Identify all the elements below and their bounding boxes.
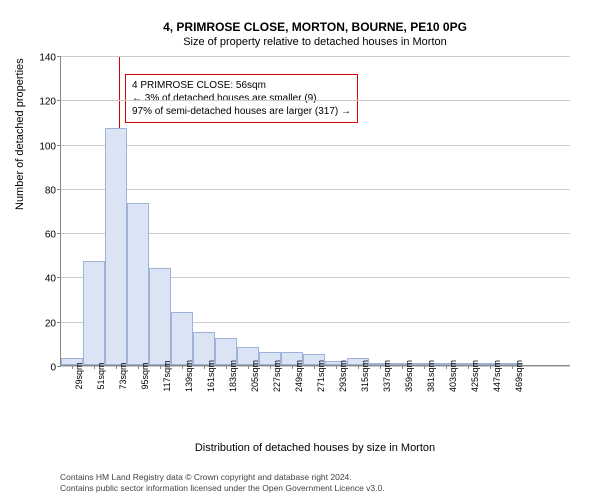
x-tick-mark: [138, 365, 139, 369]
histogram-bar: [127, 203, 149, 365]
grid-line: [61, 100, 570, 101]
x-tick-label: 95sqm: [140, 362, 150, 389]
x-tick-mark: [94, 365, 95, 369]
x-tick-label: 183sqm: [228, 360, 238, 392]
histogram-bar: [83, 261, 105, 365]
x-tick-label: 425sqm: [470, 360, 480, 392]
y-tick-mark: [57, 366, 61, 367]
x-tick-label: 359sqm: [404, 360, 414, 392]
y-tick-label: 120: [36, 97, 56, 108]
x-tick-label: 447sqm: [492, 360, 502, 392]
footer-line2: Contains public sector information licen…: [60, 483, 385, 494]
chart-subtitle: Size of property relative to detached ho…: [60, 36, 570, 48]
x-tick-label: 161sqm: [206, 360, 216, 392]
y-tick-mark: [57, 189, 61, 190]
x-tick-label: 381sqm: [426, 360, 436, 392]
x-tick-label: 29sqm: [74, 362, 84, 389]
x-tick-mark: [402, 365, 403, 369]
histogram-bar: [171, 312, 193, 365]
y-tick-mark: [57, 100, 61, 101]
x-tick-mark: [380, 365, 381, 369]
histogram-bar: [105, 128, 127, 365]
x-tick-mark: [204, 365, 205, 369]
x-tick-mark: [160, 365, 161, 369]
x-tick-mark: [116, 365, 117, 369]
y-tick-mark: [57, 277, 61, 278]
x-tick-mark: [314, 365, 315, 369]
y-tick-label: 100: [36, 141, 56, 152]
grid-line: [61, 145, 570, 146]
x-tick-label: 337sqm: [382, 360, 392, 392]
y-axis-label: Number of detached properties: [14, 58, 26, 210]
y-tick-label: 40: [36, 274, 56, 285]
x-tick-mark: [490, 365, 491, 369]
chart-title: 4, PRIMROSE CLOSE, MORTON, BOURNE, PE10 …: [60, 20, 570, 34]
x-tick-mark: [468, 365, 469, 369]
x-tick-mark: [248, 365, 249, 369]
y-tick-mark: [57, 322, 61, 323]
y-tick-label: 60: [36, 230, 56, 241]
x-tick-label: 73sqm: [118, 362, 128, 389]
x-tick-label: 271sqm: [316, 360, 326, 392]
x-tick-label: 139sqm: [184, 360, 194, 392]
annotation-line2: ← 3% of detached houses are smaller (9): [132, 92, 351, 105]
x-tick-mark: [292, 365, 293, 369]
x-tick-mark: [72, 365, 73, 369]
plot-area: 4 PRIMROSE CLOSE: 56sqm ← 3% of detached…: [60, 56, 570, 366]
x-tick-label: 293sqm: [338, 360, 348, 392]
footer: Contains HM Land Registry data © Crown c…: [60, 472, 385, 494]
grid-line: [61, 56, 570, 57]
x-tick-mark: [226, 365, 227, 369]
x-tick-mark: [270, 365, 271, 369]
y-tick-label: 20: [36, 318, 56, 329]
y-tick-mark: [57, 56, 61, 57]
annotation-line1: 4 PRIMROSE CLOSE: 56sqm: [132, 79, 351, 92]
x-tick-label: 117sqm: [162, 360, 172, 391]
x-tick-label: 205sqm: [250, 360, 260, 392]
x-tick-mark: [358, 365, 359, 369]
x-tick-mark: [182, 365, 183, 369]
x-tick-label: 315sqm: [360, 360, 370, 392]
y-tick-mark: [57, 233, 61, 234]
x-tick-label: 227sqm: [272, 360, 282, 392]
grid-line: [61, 189, 570, 190]
x-tick-mark: [424, 365, 425, 369]
y-tick-label: 140: [36, 53, 56, 64]
x-axis-label: Distribution of detached houses by size …: [60, 442, 570, 454]
y-tick-mark: [57, 145, 61, 146]
x-tick-mark: [512, 365, 513, 369]
y-tick-label: 0: [36, 363, 56, 374]
x-tick-label: 469sqm: [514, 360, 524, 392]
x-tick-mark: [336, 365, 337, 369]
annotation-line3: 97% of semi-detached houses are larger (…: [132, 105, 351, 118]
histogram-bar: [149, 268, 171, 365]
x-tick-label: 249sqm: [294, 360, 304, 392]
annotation-box: 4 PRIMROSE CLOSE: 56sqm ← 3% of detached…: [125, 74, 358, 123]
y-tick-label: 80: [36, 185, 56, 196]
chart-container: 4, PRIMROSE CLOSE, MORTON, BOURNE, PE10 …: [60, 20, 570, 400]
x-tick-mark: [446, 365, 447, 369]
x-tick-label: 403sqm: [448, 360, 458, 392]
x-tick-label: 51sqm: [96, 362, 106, 389]
footer-line1: Contains HM Land Registry data © Crown c…: [60, 472, 385, 483]
